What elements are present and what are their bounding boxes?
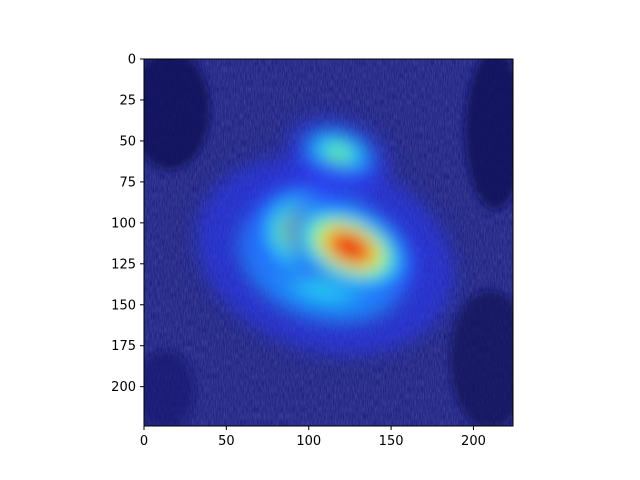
x-tick-label: 50	[218, 434, 235, 449]
heat-contour	[333, 235, 367, 260]
y-tick-label: 125	[111, 257, 136, 272]
x-tick-label: 100	[296, 434, 321, 449]
y-axis: 0 25 50 75 100 125 150 175 200	[111, 53, 144, 395]
y-tick-label: 200	[111, 380, 136, 395]
y-tick-label: 75	[119, 175, 136, 190]
photo-shadows	[144, 59, 513, 426]
y-tick-label: 175	[111, 339, 136, 354]
y-tick-label: 100	[111, 216, 136, 231]
heat-contour	[325, 145, 351, 163]
x-tick-label: 200	[461, 434, 486, 449]
x-tick-label: 150	[379, 434, 404, 449]
x-axis: 0 50 100 150 200	[140, 426, 486, 449]
heatmap-overlay	[196, 118, 454, 356]
y-tick-label: 0	[128, 53, 136, 68]
y-tick-label: 50	[119, 134, 136, 149]
axes-frame	[143, 58, 514, 427]
y-tick-label: 150	[111, 298, 136, 313]
y-tick-label: 25	[119, 93, 136, 108]
x-tick-label: 0	[140, 434, 148, 449]
